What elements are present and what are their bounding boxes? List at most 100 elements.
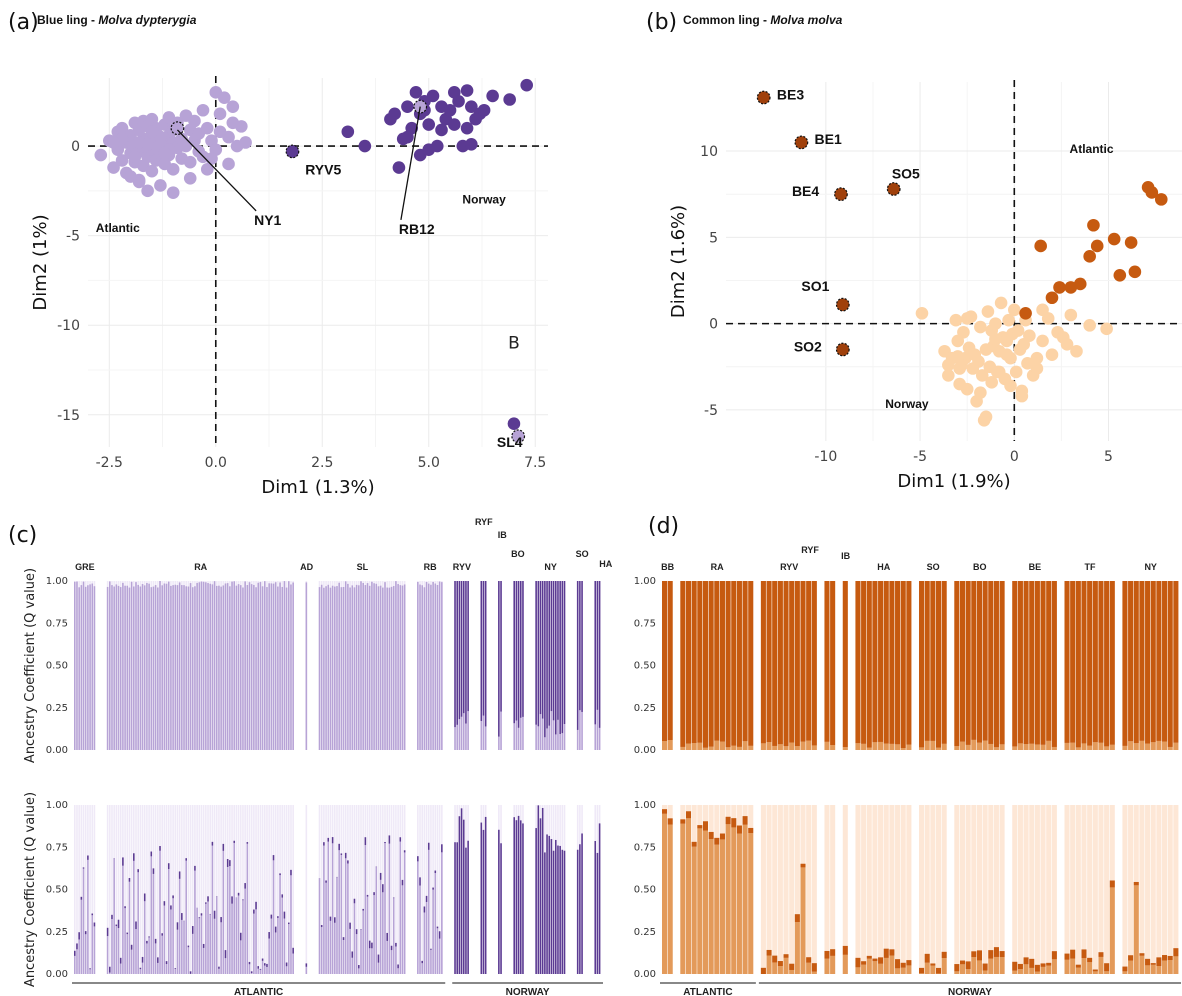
- ancestry-bar: [872, 742, 878, 750]
- ancestry-bar: [368, 585, 371, 750]
- ancestry-bar: [432, 889, 434, 974]
- ancestry-bar: [187, 947, 190, 974]
- ancestry-bar-k2: [1034, 964, 1040, 972]
- y-tick-label: 0.50: [634, 885, 656, 896]
- data-point: [1128, 265, 1142, 279]
- ancestry-bar-bg: [438, 805, 441, 974]
- population-label: AD: [300, 562, 313, 572]
- x-tick-label: 5.0: [418, 455, 440, 471]
- ancestry-bar: [731, 745, 737, 750]
- ancestry-bar: [386, 587, 388, 750]
- ancestry-bar: [830, 745, 836, 750]
- population-label: IB: [498, 530, 508, 540]
- ancestry-bar-k2: [685, 811, 692, 819]
- ancestry-bar: [239, 940, 242, 974]
- ancestry-bar: [257, 582, 260, 750]
- ancestry-bar-k2: [680, 819, 686, 824]
- region-label: NORWAY: [506, 987, 550, 996]
- ancestry-bar: [259, 969, 262, 974]
- ancestry-bar-k2: [772, 955, 778, 963]
- ancestry-bar: [999, 744, 1005, 750]
- ancestry-bar: [246, 585, 249, 750]
- ancestry-bar: [320, 927, 323, 974]
- data-point: [1124, 236, 1138, 249]
- ancestry-bar: [143, 901, 146, 974]
- ancestry-bar: [355, 584, 358, 750]
- ancestry-bar: [1075, 967, 1081, 974]
- ancestry-bar-bg: [772, 805, 778, 974]
- ancestry-bar-k2: [517, 581, 520, 728]
- ancestry-bar-bg: [259, 805, 262, 974]
- ancestry-bar-bg: [824, 805, 830, 974]
- ancestry-bar-bg: [84, 805, 87, 974]
- ancestry-bar: [794, 922, 800, 974]
- ancestry-bar: [231, 581, 233, 750]
- data-point: [239, 136, 252, 149]
- ancestry-bar: [460, 716, 463, 750]
- ancestry-bar-k2: [161, 933, 163, 936]
- data-point: [794, 135, 809, 150]
- ancestry-bar: [719, 741, 725, 750]
- ancestry-bar: [183, 585, 185, 750]
- data-point: [145, 125, 159, 139]
- ancestry-bar: [172, 898, 174, 974]
- ancestry-bar: [257, 968, 260, 974]
- population-label: HA: [599, 559, 612, 569]
- ancestry-bar-k2: [906, 960, 912, 966]
- population-label: IB: [841, 551, 851, 561]
- ancestry-bar-k2: [1156, 957, 1162, 967]
- ancestry-bar: [222, 850, 225, 974]
- ancestry-bar: [742, 824, 748, 974]
- ancestry-bar: [122, 865, 124, 974]
- data-point: [1107, 232, 1121, 246]
- ancestry-bar: [222, 585, 225, 750]
- ancestry-bar-k2: [982, 581, 988, 741]
- ancestry-bar: [366, 583, 369, 750]
- ancestry-bar-bg: [1017, 805, 1023, 974]
- ancestry-bar: [113, 859, 115, 974]
- ancestry-bar: [117, 585, 120, 750]
- ancestry-bar: [425, 582, 428, 750]
- data-point: [426, 89, 440, 103]
- data-point: [1073, 277, 1087, 291]
- ancestry-bar-k2: [971, 951, 977, 958]
- ancestry-bar-k2: [130, 944, 133, 950]
- data-point: [960, 312, 974, 325]
- ancestry-bar-bg: [235, 805, 238, 974]
- ancestry-bar-k2: [766, 949, 772, 956]
- y-tick-label: 0.00: [46, 969, 68, 980]
- ancestry-bar-k2: [1081, 949, 1087, 959]
- ancestry-bar-bg: [855, 805, 861, 974]
- data-point: [166, 186, 180, 199]
- ancestry-bar-k2: [231, 896, 233, 904]
- ancestry-bar: [139, 969, 142, 974]
- ancestry-bar-bg: [191, 805, 194, 974]
- ancestry-bar: [971, 739, 977, 750]
- ancestry-bar: [419, 584, 421, 750]
- ancestry-bar-k2: [519, 820, 522, 974]
- ancestry-bar: [377, 962, 380, 974]
- ancestry-bar: [202, 581, 205, 750]
- y-tick-label: 0.75: [634, 842, 656, 853]
- ancestry-bar: [965, 744, 971, 750]
- population-label: SO: [927, 562, 940, 572]
- ancestry-bar-k2: [719, 581, 725, 742]
- ancestry-bar: [861, 964, 867, 974]
- ancestry-bar: [106, 936, 109, 974]
- ancestry-bar-k2: [760, 581, 766, 744]
- ancestry-bar: [146, 943, 148, 974]
- data-point: [107, 161, 120, 174]
- ancestry-bar: [719, 839, 725, 974]
- ancestry-bar: [1156, 740, 1162, 750]
- ancestry-bar-bg: [285, 805, 288, 974]
- ancestry-bar: [1156, 966, 1162, 974]
- ancestry-bar-bg: [1029, 805, 1035, 974]
- ancestry-bar-k2: [685, 581, 692, 744]
- ancestry-bar-k2: [261, 958, 264, 961]
- ancestry-bar-bg: [999, 805, 1005, 974]
- ancestry-bar-k2: [731, 818, 737, 828]
- ancestry-bar: [1104, 971, 1110, 974]
- ancestry-bar-bg: [959, 805, 966, 974]
- ancestry-bar: [91, 583, 94, 750]
- ancestry-bar: [954, 971, 960, 974]
